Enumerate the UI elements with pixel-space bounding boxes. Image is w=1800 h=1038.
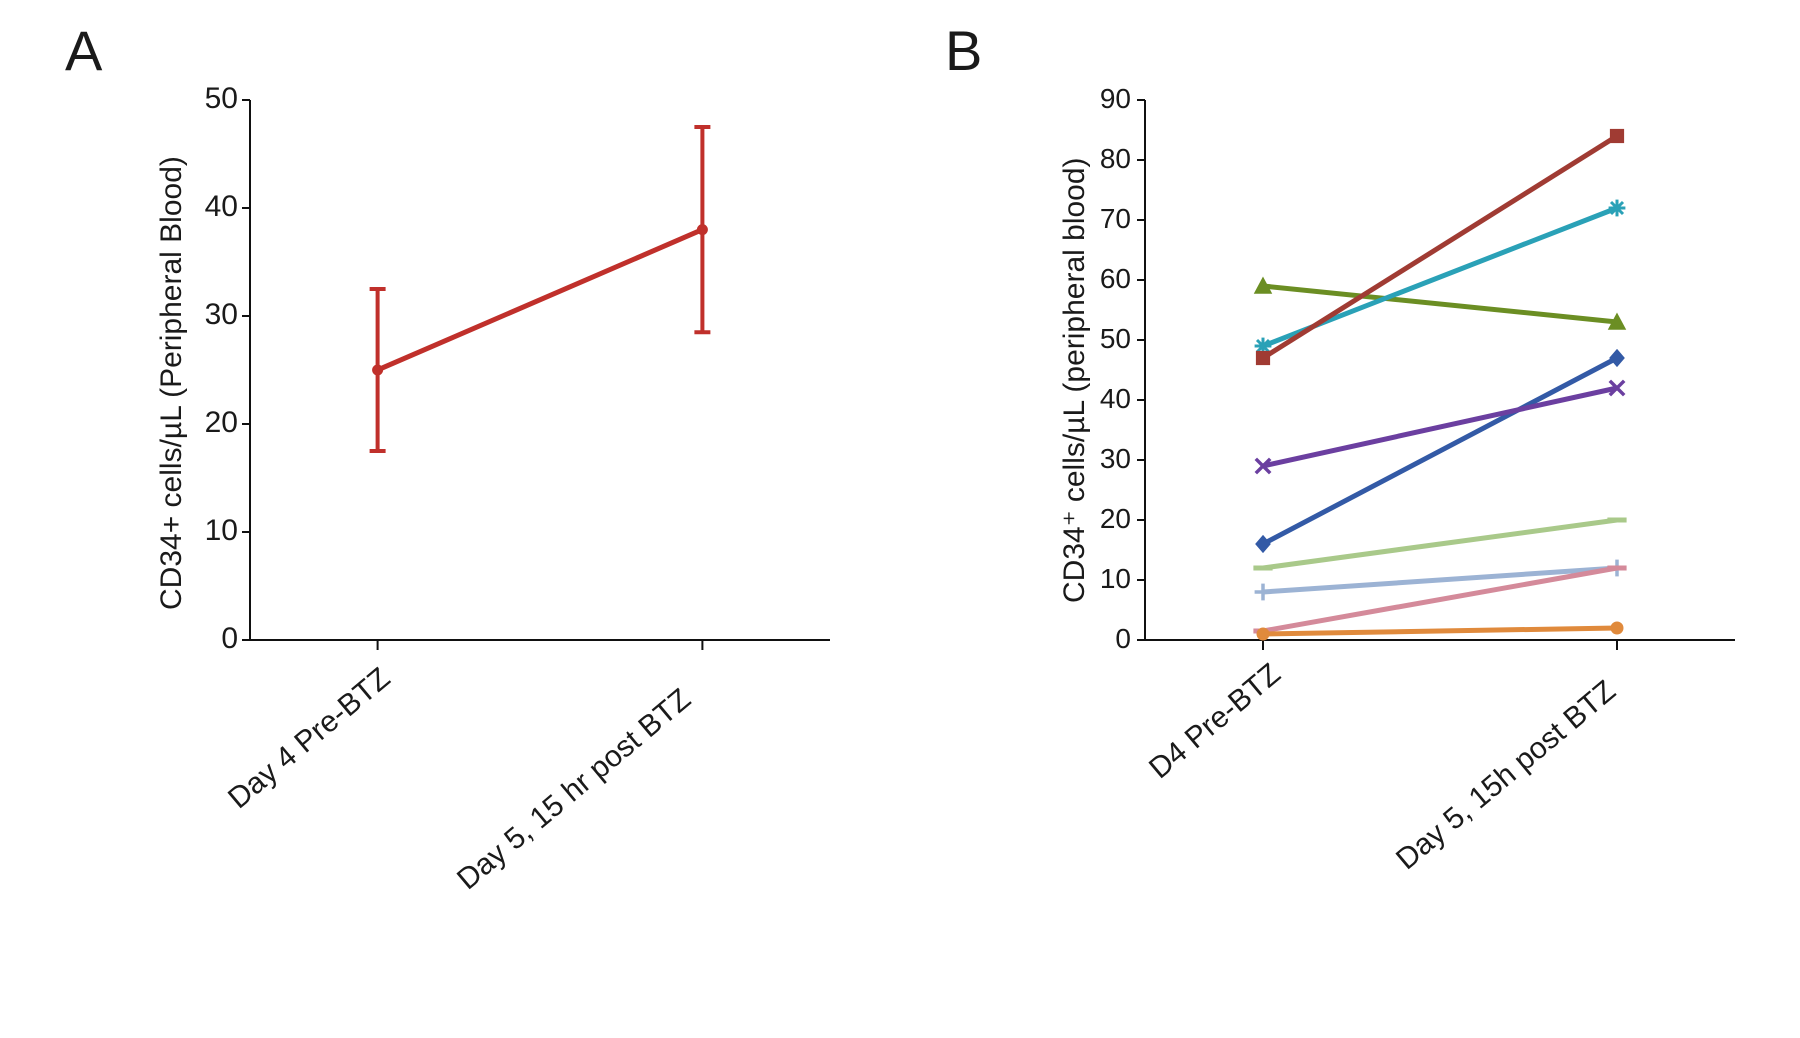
panel-a-ytick-label: 20	[190, 406, 238, 440]
panel-b-xtick-label: Day 5, 15h post BTZ	[1390, 674, 1623, 877]
panel-a-ytick-label: 10	[190, 514, 238, 548]
panel-a-y-axis-label: CD34+ cells/µL (Peripheral Blood)	[155, 156, 189, 610]
panel-b-label: B	[945, 18, 982, 83]
panel-a-ytick-label: 0	[190, 622, 238, 656]
panel-a-svg	[240, 90, 840, 690]
panel-a-label: A	[65, 18, 102, 83]
panel-b-ytick-label: 0	[1087, 623, 1131, 655]
panel-b-ytick-label: 20	[1087, 503, 1131, 535]
panel-b-ytick-label: 90	[1087, 83, 1131, 115]
panel-b-ytick-label: 40	[1087, 383, 1131, 415]
panel-b-chart: CD34⁺ cells/µL (peripheral blood) 010203…	[1135, 90, 1745, 970]
panel-b-ytick-label: 80	[1087, 143, 1131, 175]
panel-b-svg	[1135, 90, 1745, 690]
panel-a-xtick-label: Day 5, 15 hr post BTZ	[451, 682, 698, 897]
panel-b-ytick-label: 50	[1087, 323, 1131, 355]
panel-b-ytick-label: 30	[1087, 443, 1131, 475]
panel-b-ytick-label: 60	[1087, 263, 1131, 295]
panel-b-ytick-label: 10	[1087, 563, 1131, 595]
panel-a-chart: CD34+ cells/µL (Peripheral Blood) 010203…	[240, 90, 840, 950]
figure-root: A B CD34+ cells/µL (Peripheral Blood) 01…	[0, 0, 1800, 1038]
panel-b-ytick-label: 70	[1087, 203, 1131, 235]
panel-a-ytick-label: 40	[190, 190, 238, 224]
panel-a-ytick-label: 30	[190, 298, 238, 332]
panel-a-ytick-label: 50	[190, 82, 238, 116]
